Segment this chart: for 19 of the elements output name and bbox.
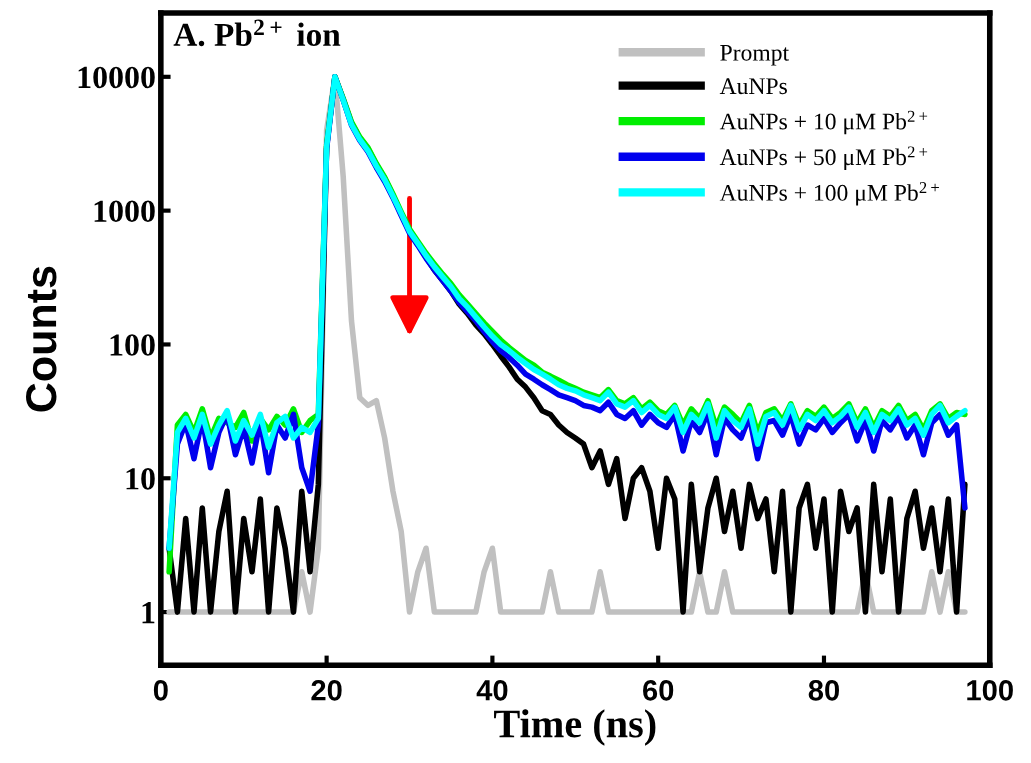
x-tick-label: 0	[153, 680, 168, 701]
legend-label: Prompt	[720, 45, 789, 66]
y-tick-label: 10000	[78, 66, 155, 89]
y-tick-label: 10	[126, 468, 155, 490]
legend-label: AuNPs + 50 μM Pb$^{2+}$	[719, 146, 928, 170]
chart-title: A. Pb$^{2+}$ ion	[173, 19, 341, 47]
x-axis-title: Time (ns)	[494, 709, 656, 746]
legend-label: AuNPs + 10 μM Pb$^{2+}$	[719, 110, 928, 135]
x-tick-label: 40	[476, 680, 508, 701]
y-tick-label: 100	[110, 334, 155, 356]
y-tick-label: 1	[142, 602, 155, 624]
legend-label: AuNPs + 100 μM Pb$^{2+}$	[719, 182, 939, 206]
x-tick-label: 60	[643, 680, 674, 701]
x-tick-label: 20	[311, 680, 342, 701]
y-axis-title: Counts	[26, 266, 57, 412]
x-tick-label: 80	[808, 680, 839, 701]
y-tick-label: 1000	[94, 200, 155, 223]
x-tick-label: 100	[967, 680, 1013, 701]
legend-label: AuNPs	[719, 78, 787, 95]
